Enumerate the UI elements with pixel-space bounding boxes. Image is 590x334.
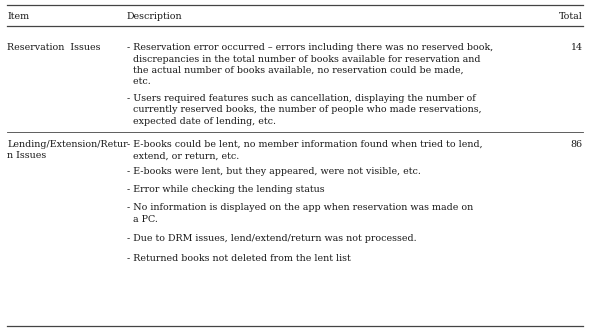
Text: - E-books could be lent, no member information found when tried to lend,: - E-books could be lent, no member infor… [127,140,483,149]
Text: expected date of lending, etc.: expected date of lending, etc. [127,117,276,126]
Text: - Error while checking the lending status: - Error while checking the lending statu… [127,185,324,194]
Text: 14: 14 [571,43,583,52]
Text: the actual number of books available, no reservation could be made,: the actual number of books available, no… [127,66,464,75]
Text: - Reservation error occurred – errors including there was no reserved book,: - Reservation error occurred – errors in… [127,43,493,52]
Text: extend, or return, etc.: extend, or return, etc. [127,152,239,161]
Text: - No information is displayed on the app when reservation was made on: - No information is displayed on the app… [127,203,473,212]
Text: etc.: etc. [127,77,150,87]
Text: Description: Description [127,12,182,21]
Text: - E-books were lent, but they appeared, were not visible, etc.: - E-books were lent, but they appeared, … [127,167,421,176]
Text: Lending/Extension/Retur: Lending/Extension/Retur [7,140,127,149]
Text: Reservation  Issues: Reservation Issues [7,43,100,52]
Text: a PC.: a PC. [127,214,158,223]
Text: currently reserved books, the number of people who made reservations,: currently reserved books, the number of … [127,106,481,115]
Text: Total: Total [559,12,583,21]
Text: Item: Item [7,12,29,21]
Text: 86: 86 [571,140,583,149]
Text: discrepancies in the total number of books available for reservation and: discrepancies in the total number of boo… [127,54,480,63]
Text: - Users required features such as cancellation, displaying the number of: - Users required features such as cancel… [127,94,476,103]
Text: - Due to DRM issues, lend/extend/return was not processed.: - Due to DRM issues, lend/extend/return … [127,234,417,243]
Text: n Issues: n Issues [7,152,47,161]
Text: - Returned books not deleted from the lent list: - Returned books not deleted from the le… [127,254,350,263]
